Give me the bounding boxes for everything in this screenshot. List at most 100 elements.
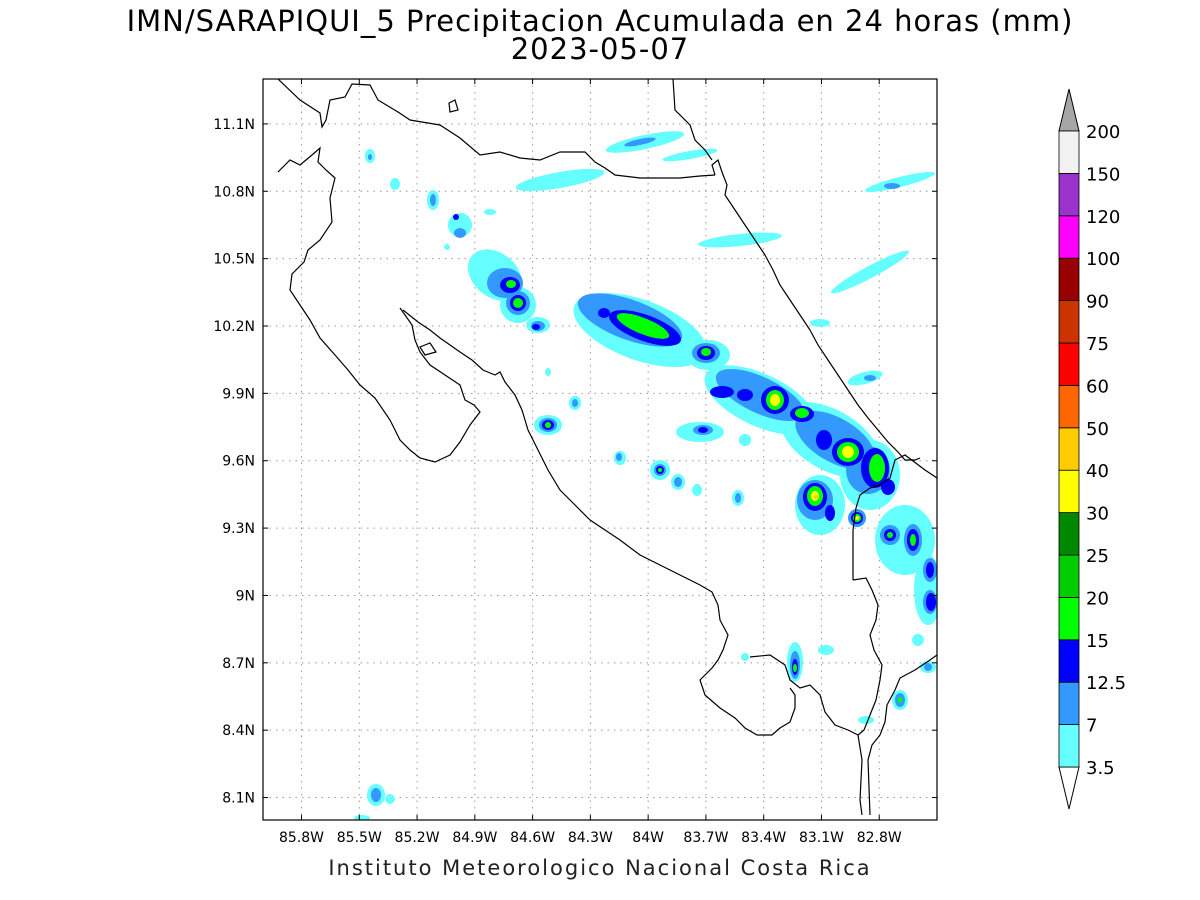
colorbar-segment — [1058, 724, 1080, 768]
y-tick-label: 8.7N — [222, 656, 255, 672]
colorbar-label: 25 — [1086, 546, 1109, 567]
precip-cell — [795, 408, 809, 418]
precip-cell — [881, 479, 895, 495]
precip-cell — [737, 389, 753, 401]
precip-cell — [825, 505, 835, 521]
precip-cell — [793, 664, 797, 672]
precip-cell — [701, 348, 711, 356]
colorbar-segment — [1058, 639, 1080, 683]
precip-cell — [430, 194, 436, 206]
colorbar-segment — [1058, 130, 1080, 174]
precip-cell — [698, 232, 782, 248]
precip-cell — [390, 178, 400, 190]
colorbar-label: 90 — [1086, 292, 1109, 313]
precip-cell — [739, 434, 751, 446]
precip-cell — [865, 172, 935, 192]
precip-cell — [385, 794, 395, 804]
colorbar-segment — [1058, 512, 1080, 556]
y-tick-label: 8.1N — [222, 791, 255, 807]
x-tick-label: 84.3W — [568, 830, 613, 846]
colorbar-label: 15 — [1086, 631, 1109, 652]
colorbar-segment — [1058, 384, 1080, 429]
colorbar-over-arrow — [1058, 88, 1080, 132]
x-tick-label: 84W — [632, 830, 664, 846]
precip-cell — [692, 484, 702, 496]
y-tick-label: 8.4N — [222, 723, 255, 739]
precip-cell — [842, 446, 854, 458]
precip-cell — [368, 154, 372, 160]
precip-cell — [371, 788, 381, 802]
precip-cell — [484, 209, 496, 215]
colorbar-segment — [1058, 257, 1080, 302]
colorbar-label: 200 — [1086, 122, 1120, 143]
precip-cell — [855, 516, 859, 520]
x-tick-label: 85.5W — [337, 830, 382, 846]
y-tick-label: 10.2N — [213, 319, 255, 335]
precip-cell — [624, 137, 656, 147]
colorbar-segment — [1058, 427, 1080, 471]
y-axis-ticks: 11.1N 10.8N 10.5N 10.2N 9.9N 9.6N 9.3N 9N 8.7N 8.… — [213, 117, 937, 807]
colorbar-label: 3.5 — [1086, 758, 1115, 779]
y-tick-label: 9.3N — [222, 521, 255, 537]
precip-cell — [741, 653, 749, 661]
colorbar-under-arrow — [1058, 766, 1080, 810]
colorbar-label: 120 — [1086, 207, 1120, 228]
precip-cell — [545, 368, 551, 376]
precip-cell — [912, 634, 924, 646]
precip-cell — [869, 454, 885, 482]
precip-cell — [887, 532, 893, 538]
precip-cell — [506, 280, 516, 288]
footer-credit: Instituto Meteorologico Nacional Costa R… — [328, 856, 872, 880]
colorbar-label: 100 — [1086, 249, 1120, 270]
y-tick-label: 10.8N — [213, 184, 255, 200]
precip-cell — [532, 324, 540, 330]
precip-cell — [662, 148, 718, 162]
precip-cell — [616, 453, 622, 461]
y-tick-label: 9.9N — [222, 386, 255, 402]
colorbar-label: 75 — [1086, 334, 1109, 355]
x-tick-label: 83.7W — [683, 830, 728, 846]
precip-cell — [814, 495, 818, 499]
colorbar-label: 30 — [1086, 504, 1109, 525]
precip-cell — [513, 298, 523, 308]
y-tick-label: 11.1N — [213, 117, 255, 133]
x-tick-label: 82.8W — [857, 830, 902, 846]
colorbar-label: 7 — [1086, 716, 1097, 737]
colorbar-segment — [1058, 469, 1080, 514]
precip-cell — [454, 228, 466, 238]
precip-cell — [810, 319, 830, 327]
y-tick-label: 10.5N — [213, 252, 255, 268]
precip-cell — [924, 663, 932, 671]
precip-cell — [858, 716, 874, 724]
colorbar-segment — [1058, 215, 1080, 259]
colorbar-segment — [1058, 554, 1080, 598]
x-tick-label: 85.2W — [395, 830, 440, 846]
colorbar-label: 40 — [1086, 461, 1109, 482]
precip-cell — [616, 313, 670, 339]
colorbar-segment — [1058, 300, 1080, 344]
precip-cell — [926, 562, 934, 578]
x-axis-ticks: 85.8W 85.5W 85.2W 84.9W 84.6W 84.3W 84W 83.7W 83… — [279, 79, 902, 846]
precip-cell — [898, 697, 902, 703]
y-tick-label: 9.6N — [222, 454, 255, 470]
x-tick-label: 84.6W — [510, 830, 555, 846]
map-date: 2023-05-07 — [510, 32, 690, 66]
precipitation-field — [354, 131, 937, 820]
colorbar-label: 50 — [1086, 419, 1109, 440]
precip-cell — [884, 183, 900, 189]
precip-cell — [735, 493, 741, 503]
x-tick-label: 83.4W — [741, 830, 786, 846]
colorbar-legend: 3.5 7 12.5 15 20 25 30 40 50 60 75 90 100 120 150 200 — [1058, 88, 1126, 810]
precip-cell — [864, 375, 876, 381]
precip-cell — [545, 422, 551, 428]
precip-cell — [926, 593, 936, 611]
colorbar-label: 12.5 — [1086, 673, 1126, 694]
precip-cell — [515, 168, 605, 192]
precip-cell — [572, 399, 578, 407]
precip-cell — [818, 645, 834, 655]
colorbar-segment — [1058, 597, 1080, 641]
y-tick-label: 9N — [236, 588, 255, 604]
colorbar-segment — [1058, 172, 1080, 217]
precip-cell — [354, 815, 370, 820]
